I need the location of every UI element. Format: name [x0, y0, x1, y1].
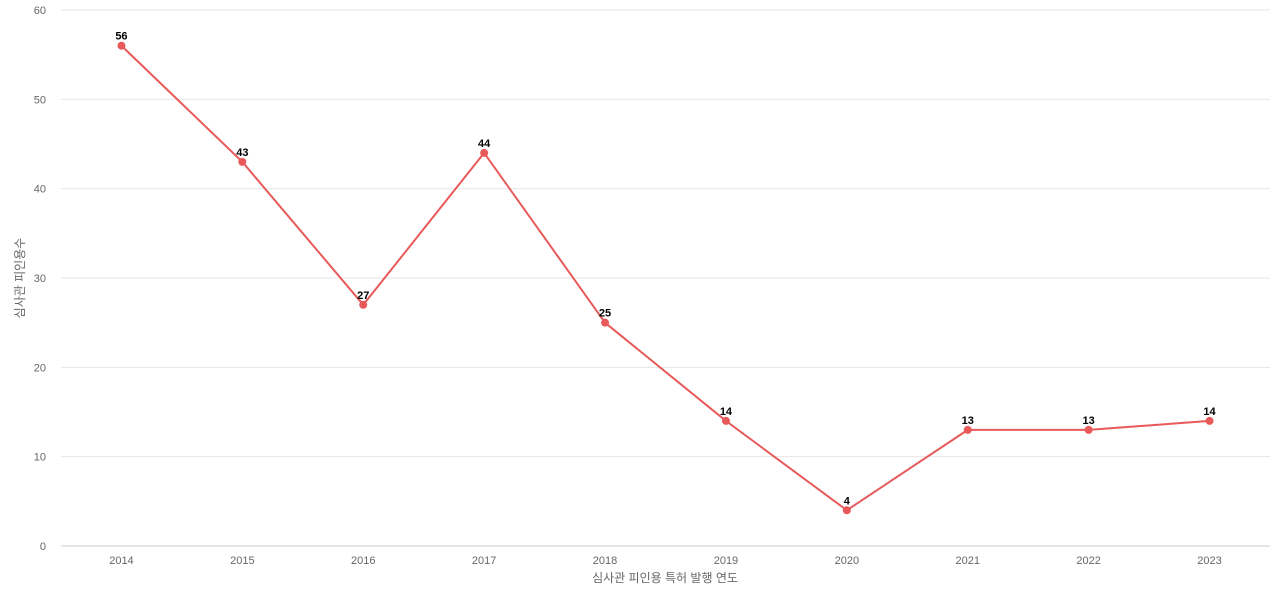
data-point[interactable]: [238, 157, 247, 166]
x-tick-label: 2016: [351, 555, 375, 567]
data-point[interactable]: [117, 41, 126, 50]
data-point[interactable]: [1084, 425, 1093, 434]
series-layer: [117, 41, 1214, 515]
x-tick-label: 2021: [956, 555, 980, 567]
data-point[interactable]: [480, 148, 489, 157]
data-label: 56: [115, 31, 127, 43]
y-tick-label: 40: [34, 184, 46, 196]
y-tick-label: 0: [40, 541, 46, 553]
data-labels: 56 43 27 44 25 14 4 13 13 14: [115, 31, 1216, 508]
x-tick-label: 2017: [472, 555, 496, 567]
y-tick-label: 30: [34, 273, 46, 285]
data-point[interactable]: [601, 318, 610, 327]
x-tick-label: 2015: [230, 555, 254, 567]
x-axis-ticks: 2014 2015 2016 2017 2018 2019 2020 2021 2022 2023: [109, 555, 1222, 567]
grid-layer: [61, 9, 1270, 547]
data-label: 14: [1203, 406, 1216, 418]
y-axis-ticks: 0 10 20 30 40 50 60: [34, 5, 46, 553]
x-tick-label: 2018: [593, 555, 617, 567]
x-tick-label: 2019: [714, 555, 738, 567]
y-tick-label: 20: [34, 362, 46, 374]
x-tick-label: 2023: [1197, 555, 1221, 567]
y-tick-label: 50: [34, 94, 46, 106]
x-tick-label: 2014: [109, 555, 133, 567]
data-point[interactable]: [842, 506, 851, 515]
x-tick-label: 2022: [1076, 555, 1100, 567]
y-tick-label: 10: [34, 452, 46, 464]
data-point[interactable]: [359, 300, 368, 309]
data-label: 13: [1083, 415, 1095, 427]
x-axis-title: 심사관 피인용 특허 발행 연도: [592, 570, 738, 585]
data-point[interactable]: [1205, 416, 1214, 425]
data-label: 25: [599, 308, 611, 320]
data-label: 13: [962, 415, 974, 427]
data-label: 44: [478, 138, 491, 150]
data-point[interactable]: [963, 425, 972, 434]
data-label: 14: [720, 406, 733, 418]
y-tick-label: 60: [34, 5, 46, 17]
y-axis-title: 심사관 피인용수: [13, 238, 27, 319]
series-line: [120, 45, 1210, 512]
data-label: 4: [844, 495, 851, 507]
data-label: 43: [236, 147, 248, 159]
data-label: 27: [357, 290, 369, 302]
x-tick-label: 2020: [835, 555, 859, 567]
data-point[interactable]: [721, 416, 730, 425]
